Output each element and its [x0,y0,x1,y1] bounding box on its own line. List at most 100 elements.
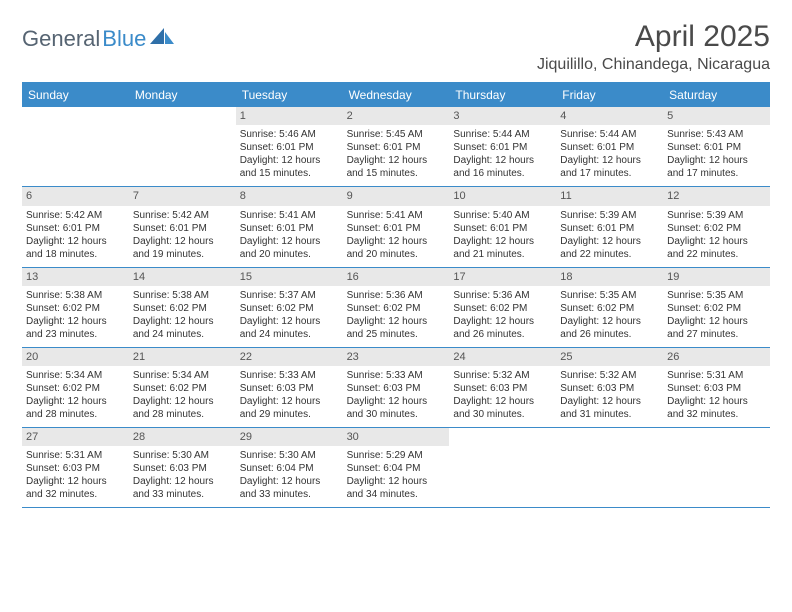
sunrise-text: Sunrise: 5:31 AM [667,369,766,382]
day-number: 27 [22,428,129,446]
day-cell: 1Sunrise: 5:46 AMSunset: 6:01 PMDaylight… [236,107,343,186]
day-cell: 18Sunrise: 5:35 AMSunset: 6:02 PMDayligh… [556,268,663,347]
day-number: 3 [449,107,556,125]
daylight-text: Daylight: 12 hours and 26 minutes. [453,315,552,341]
sunset-text: Sunset: 6:01 PM [133,222,232,235]
sunrise-text: Sunrise: 5:42 AM [26,209,125,222]
sunrise-text: Sunrise: 5:37 AM [240,289,339,302]
day-cell-empty [22,107,129,186]
sunset-text: Sunset: 6:01 PM [240,222,339,235]
day-cell: 2Sunrise: 5:45 AMSunset: 6:01 PMDaylight… [343,107,450,186]
daylight-text: Daylight: 12 hours and 22 minutes. [560,235,659,261]
daylight-text: Daylight: 12 hours and 15 minutes. [347,154,446,180]
day-number: 8 [236,187,343,205]
day-cell: 16Sunrise: 5:36 AMSunset: 6:02 PMDayligh… [343,268,450,347]
sunset-text: Sunset: 6:02 PM [453,302,552,315]
sunrise-text: Sunrise: 5:34 AM [133,369,232,382]
sunrise-text: Sunrise: 5:36 AM [347,289,446,302]
sunrise-text: Sunrise: 5:41 AM [240,209,339,222]
week-row: 20Sunrise: 5:34 AMSunset: 6:02 PMDayligh… [22,348,770,428]
brand-part2: Blue [102,26,146,52]
sunrise-text: Sunrise: 5:44 AM [453,128,552,141]
week-row: 6Sunrise: 5:42 AMSunset: 6:01 PMDaylight… [22,187,770,267]
sunset-text: Sunset: 6:02 PM [667,302,766,315]
sunrise-text: Sunrise: 5:34 AM [26,369,125,382]
daylight-text: Daylight: 12 hours and 29 minutes. [240,395,339,421]
day-cell: 25Sunrise: 5:32 AMSunset: 6:03 PMDayligh… [556,348,663,427]
sunrise-text: Sunrise: 5:39 AM [667,209,766,222]
daylight-text: Daylight: 12 hours and 23 minutes. [26,315,125,341]
day-cell: 13Sunrise: 5:38 AMSunset: 6:02 PMDayligh… [22,268,129,347]
day-number: 16 [343,268,450,286]
day-cell: 17Sunrise: 5:36 AMSunset: 6:02 PMDayligh… [449,268,556,347]
sunset-text: Sunset: 6:02 PM [133,382,232,395]
dow-tuesday: Tuesday [236,84,343,107]
calendar-grid: Sunday Monday Tuesday Wednesday Thursday… [22,82,770,508]
day-number: 6 [22,187,129,205]
daylight-text: Daylight: 12 hours and 17 minutes. [667,154,766,180]
sunrise-text: Sunrise: 5:43 AM [667,128,766,141]
day-cell: 4 Sunrise: 5:44 AMSunset: 6:01 PMDaylight… [556,107,663,186]
daylight-text: Daylight: 12 hours and 24 minutes. [133,315,232,341]
day-number: 1 [236,107,343,125]
week-row: 1Sunrise: 5:46 AMSunset: 6:01 PMDaylight… [22,107,770,187]
sunset-text: Sunset: 6:01 PM [347,141,446,154]
day-cell: 21Sunrise: 5:34 AMSunset: 6:02 PMDayligh… [129,348,236,427]
day-cell: 15Sunrise: 5:37 AMSunset: 6:02 PMDayligh… [236,268,343,347]
sunrise-text: Sunrise: 5:31 AM [26,449,125,462]
day-cell-empty [129,107,236,186]
day-cell: 26Sunrise: 5:31 AMSunset: 6:03 PMDayligh… [663,348,770,427]
dow-saturday: Saturday [663,84,770,107]
sunrise-text: Sunrise: 5:32 AM [560,369,659,382]
day-number: 12 [663,187,770,205]
sunrise-text: Sunrise: 5:42 AM [133,209,232,222]
sunrise-text: Sunrise: 5:39 AM [560,209,659,222]
day-number: 20 [22,348,129,366]
sunset-text: Sunset: 6:04 PM [347,462,446,475]
day-cell-empty [663,428,770,507]
daylight-text: Daylight: 12 hours and 30 minutes. [453,395,552,421]
sunrise-text: Sunrise: 5:36 AM [453,289,552,302]
sunrise-text: Sunrise: 5:33 AM [347,369,446,382]
daylight-text: Daylight: 12 hours and 19 minutes. [133,235,232,261]
sunrise-text: Sunrise: 5:38 AM [133,289,232,302]
daylight-text: Daylight: 12 hours and 20 minutes. [240,235,339,261]
day-number: 4 [556,107,663,125]
brand-part1: General [22,26,100,52]
day-number [449,428,556,446]
day-cell-empty [556,428,663,507]
day-cell: 7 Sunrise: 5:42 AMSunset: 6:01 PMDaylight… [129,187,236,266]
sunset-text: Sunset: 6:03 PM [133,462,232,475]
sunrise-text: Sunrise: 5:35 AM [667,289,766,302]
daylight-text: Daylight: 12 hours and 33 minutes. [133,475,232,501]
sunset-text: Sunset: 6:01 PM [560,222,659,235]
daylight-text: Daylight: 12 hours and 17 minutes. [560,154,659,180]
day-number: 7 [129,187,236,205]
sunset-text: Sunset: 6:03 PM [347,382,446,395]
day-cell: 14 Sunrise: 5:38 AMSunset: 6:02 PMDayligh… [129,268,236,347]
day-number: 24 [449,348,556,366]
month-title: April 2025 [537,20,770,54]
daylight-text: Daylight: 12 hours and 15 minutes. [240,154,339,180]
sunset-text: Sunset: 6:01 PM [560,141,659,154]
dow-sunday: Sunday [22,84,129,107]
dow-thursday: Thursday [449,84,556,107]
sunset-text: Sunset: 6:01 PM [667,141,766,154]
day-cell: 23Sunrise: 5:33 AMSunset: 6:03 PMDayligh… [343,348,450,427]
sunset-text: Sunset: 6:02 PM [240,302,339,315]
sunrise-text: Sunrise: 5:40 AM [453,209,552,222]
day-number: 23 [343,348,450,366]
sunrise-text: Sunrise: 5:44 AM [560,128,659,141]
sunset-text: Sunset: 6:01 PM [240,141,339,154]
day-cell: 27Sunrise: 5:31 AMSunset: 6:03 PMDayligh… [22,428,129,507]
day-cell: 20Sunrise: 5:34 AMSunset: 6:02 PMDayligh… [22,348,129,427]
day-number [556,428,663,446]
day-number: 2 [343,107,450,125]
day-number: 14 [129,268,236,286]
sunset-text: Sunset: 6:02 PM [133,302,232,315]
daylight-text: Daylight: 12 hours and 18 minutes. [26,235,125,261]
day-cell: 8 Sunrise: 5:41 AMSunset: 6:01 PMDaylight… [236,187,343,266]
daylight-text: Daylight: 12 hours and 32 minutes. [667,395,766,421]
day-cell: 10Sunrise: 5:40 AMSunset: 6:01 PMDayligh… [449,187,556,266]
day-number: 30 [343,428,450,446]
